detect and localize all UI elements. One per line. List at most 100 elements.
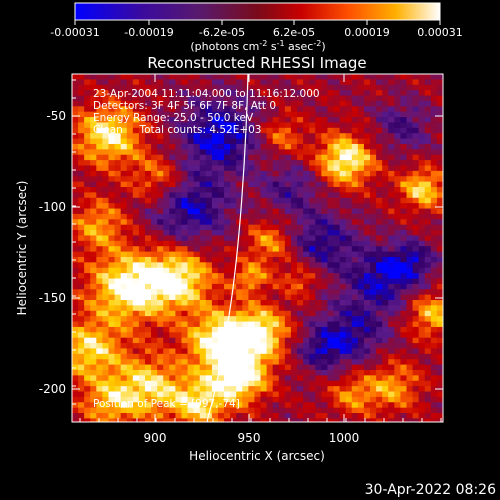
heatmap-cell	[321, 192, 328, 199]
heatmap-cell	[376, 386, 383, 392]
heatmap-cell	[327, 310, 334, 317]
heatmap-cell	[351, 143, 359, 150]
heatmap-cell	[193, 251, 201, 258]
heatmap-cell	[394, 273, 401, 279]
heatmap-cell	[376, 84, 383, 91]
heatmap-cell	[400, 391, 407, 398]
heatmap-cell	[236, 294, 243, 301]
heatmap-cell	[327, 380, 334, 387]
heatmap-cell	[272, 127, 280, 134]
heatmap-cell	[388, 343, 395, 349]
heatmap-cell	[394, 84, 401, 91]
heatmap-cell	[327, 165, 334, 172]
heatmap-cell	[132, 154, 140, 161]
heatmap-cell	[418, 187, 426, 193]
heatmap-cell	[102, 170, 109, 177]
heatmap-cell	[303, 160, 310, 166]
heatmap-cell	[400, 90, 407, 96]
heatmap-cell	[126, 197, 134, 204]
heatmap-cell	[108, 294, 115, 301]
heatmap-cell	[315, 267, 322, 274]
heatmap-cell	[303, 294, 310, 301]
heatmap-cell	[339, 160, 347, 166]
heatmap-cell	[412, 321, 420, 328]
heatmap-cell	[230, 197, 237, 204]
heatmap-cell	[370, 176, 377, 183]
heatmap-cell	[242, 326, 249, 333]
heatmap-cell	[242, 224, 249, 231]
heatmap-cell	[339, 106, 347, 113]
heatmap-cell	[102, 283, 109, 290]
heatmap-cell	[321, 316, 328, 322]
heatmap-cell	[248, 262, 255, 269]
heatmap-cell	[309, 187, 316, 193]
heatmap-cell	[242, 353, 249, 360]
heatmap-cell	[169, 181, 176, 188]
heatmap-cell	[418, 240, 426, 247]
heatmap-cell	[388, 187, 395, 193]
heatmap-cell	[108, 224, 115, 231]
heatmap-cell	[217, 364, 225, 371]
heatmap-cell	[114, 165, 122, 172]
heatmap-cell	[72, 235, 79, 242]
heatmap-cell	[436, 251, 443, 258]
heatmap-cell	[108, 316, 115, 322]
heatmap-cell	[236, 369, 243, 376]
heatmap-cell	[181, 117, 188, 123]
heatmap-cell	[248, 407, 255, 414]
heatmap-cell	[236, 122, 243, 129]
heatmap-cell	[108, 353, 115, 360]
heatmap-cell	[315, 294, 322, 301]
heatmap-cell	[406, 203, 413, 209]
heatmap-cell	[284, 369, 292, 376]
heatmap-cell	[260, 332, 268, 339]
heatmap-cell	[436, 396, 443, 403]
heatmap-cell	[278, 219, 286, 226]
heatmap-cell	[84, 267, 91, 274]
heatmap-cell	[266, 359, 274, 365]
heatmap-cell	[412, 310, 420, 317]
heatmap-cell	[138, 224, 146, 231]
heatmap-cell	[424, 305, 432, 312]
heatmap-cell	[321, 235, 328, 242]
heatmap-cell	[370, 348, 377, 355]
heatmap-cell	[217, 127, 225, 134]
heatmap-cell	[278, 396, 286, 403]
heatmap-cell	[193, 402, 201, 409]
heatmap-cell	[272, 133, 280, 139]
heatmap-cell	[90, 386, 97, 392]
heatmap-cell	[297, 100, 304, 107]
heatmap-cell	[236, 316, 243, 322]
heatmap-cell	[290, 90, 298, 96]
heatmap-cell	[376, 208, 383, 215]
heatmap-cell	[96, 176, 103, 183]
heatmap-cell	[327, 187, 334, 193]
heatmap-cell	[363, 100, 371, 107]
heatmap-cell	[205, 149, 213, 156]
heatmap-cell	[284, 111, 292, 118]
heatmap-cell	[217, 219, 225, 226]
heatmap-cell	[126, 187, 134, 193]
heatmap-cell	[418, 305, 426, 312]
heatmap-cell	[114, 256, 122, 263]
heatmap-cell	[242, 413, 249, 419]
heatmap-cell	[138, 246, 146, 252]
heatmap-cell	[284, 353, 292, 360]
heatmap-cell	[254, 369, 261, 376]
heatmap-cell	[132, 294, 140, 301]
heatmap-cell	[96, 278, 103, 285]
heatmap-cell	[278, 90, 286, 96]
heatmap-cell	[248, 402, 255, 409]
heatmap-cell	[278, 326, 286, 333]
heatmap-cell	[205, 246, 213, 252]
heatmap-cell	[181, 197, 188, 204]
heatmap-cell	[412, 74, 420, 80]
heatmap-cell	[363, 246, 371, 252]
heatmap-cell	[126, 251, 134, 258]
heatmap-cell	[224, 143, 231, 150]
heatmap-cell	[382, 256, 389, 263]
heatmap-cell	[333, 337, 340, 344]
heatmap-cell	[357, 127, 365, 134]
heatmap-cell	[114, 407, 122, 414]
heatmap-cell	[132, 256, 140, 263]
